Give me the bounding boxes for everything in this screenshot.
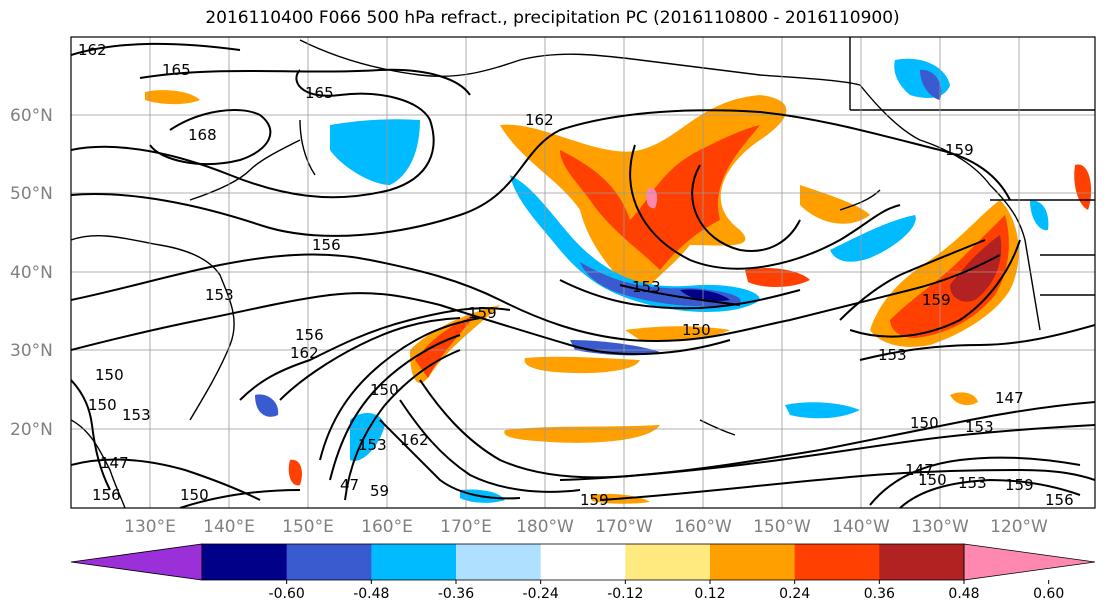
graticule	[71, 37, 1095, 508]
colorbar-frame	[201, 543, 965, 581]
colorbar-tick-label: 0.24	[779, 586, 810, 601]
lat-label: 60°N	[10, 106, 53, 126]
precip-negative-region	[830, 215, 916, 262]
contour-label: 159	[945, 141, 974, 159]
lon-label: 160°E	[361, 517, 413, 537]
contour-label: 153	[205, 286, 234, 304]
lat-label: 30°N	[10, 341, 53, 361]
contour-label: 147	[995, 389, 1024, 407]
refractivity-contours	[71, 42, 1095, 508]
contour-label: 168	[188, 126, 217, 144]
colorbar-swatch	[286, 544, 372, 580]
contour-label: 47	[340, 476, 359, 494]
contour-label: 150	[88, 396, 117, 414]
colorbar-extend-min	[70, 543, 203, 581]
lat-label: 40°N	[10, 263, 53, 283]
colorbar-swatch	[625, 544, 711, 580]
contour-label: 156	[92, 486, 121, 504]
colorbar-tick-label: -0.12	[607, 586, 643, 601]
colorbar: -0.60 -0.48 -0.36 -0.24 -0.12 0.12 0.24 0.36 0.4…	[70, 543, 1096, 601]
colorbar-tick-label: 0.60	[1033, 586, 1064, 601]
contour-label: 150	[370, 381, 399, 399]
colorbar-swatch	[540, 544, 626, 580]
contour-label: 153	[122, 406, 151, 424]
contour-label: 165	[305, 84, 334, 102]
colorbar-swatch	[879, 544, 965, 580]
precip-strong-region	[560, 125, 760, 270]
colorbar-tick-label: 0.48	[948, 586, 979, 601]
contour-label: 153	[958, 474, 987, 492]
map-panel: 162 165 165 168 162 159 156 153 156 162 …	[71, 37, 1095, 509]
contour-label: 150	[95, 366, 124, 384]
lon-label: 150°E	[282, 517, 334, 537]
contour-label: 159	[922, 291, 951, 309]
precip-strong-region	[890, 215, 1009, 338]
lon-label: 170°W	[595, 517, 653, 537]
map-title: 2016110400 F066 500 hPa refract., precip…	[205, 8, 900, 28]
colorbar-swatch	[202, 544, 288, 580]
lon-label: 160°W	[674, 517, 732, 537]
contour-label: 165	[162, 61, 191, 79]
contour-label: 153	[358, 436, 387, 454]
lon-label: 130°W	[911, 517, 969, 537]
longitude-labels: 130°E 140°E 150°E 160°E 170°E 180°W 170°…	[124, 517, 1048, 537]
contour-label: 147	[100, 454, 129, 472]
contour-label: 59	[370, 482, 389, 500]
lon-label: 170°E	[440, 517, 492, 537]
lat-label: 50°N	[10, 184, 53, 204]
colorbar-swatch	[456, 544, 542, 580]
lon-label: 130°E	[124, 517, 176, 537]
contour-label: 150	[910, 414, 939, 432]
colorbar-tick-label: -0.36	[438, 586, 474, 601]
contour-label: 156	[295, 326, 324, 344]
contour-label: 162	[400, 431, 429, 449]
contour-label: 156	[312, 236, 341, 254]
lon-label: 140°W	[832, 517, 890, 537]
colorbar-extend-max	[963, 543, 1096, 581]
contour-label: 150	[180, 486, 209, 504]
coastlines	[71, 37, 1095, 508]
colorbar-tick-label: 0.12	[694, 586, 725, 601]
colorbar-swatch	[794, 544, 880, 580]
lon-label: 140°E	[203, 517, 255, 537]
lon-label: 150°W	[753, 517, 811, 537]
contour-label: 153	[965, 418, 994, 436]
contour-label: 156	[1045, 491, 1074, 509]
colorbar-swatch	[371, 544, 457, 580]
colorbar-tick-label: -0.60	[269, 586, 305, 601]
contour-label: 150	[682, 321, 711, 339]
colorbar-tick-label: -0.24	[523, 586, 559, 601]
contour-label: 147	[905, 461, 934, 479]
lon-label: 180°W	[516, 517, 574, 537]
contour-label: 153	[632, 278, 661, 296]
lat-label: 20°N	[10, 420, 53, 440]
contour-label: 153	[878, 346, 907, 364]
colorbar-tick-label: -0.48	[353, 586, 389, 601]
colorbar-swatch	[710, 544, 796, 580]
contour-label: 162	[78, 41, 107, 59]
contour-label: 162	[525, 111, 554, 129]
map-frame	[70, 36, 1096, 509]
contour-label: 159	[580, 491, 609, 509]
contour-labels: 162 165 165 168 162 159 156 153 156 162 …	[78, 41, 1074, 509]
contour-label: 159	[468, 304, 497, 322]
contour-label: 150	[918, 471, 947, 489]
colorbar-tick-label: 0.36	[864, 586, 895, 601]
contour-label: 159	[1005, 476, 1034, 494]
lon-label: 120°W	[990, 517, 1048, 537]
latitude-labels: 60°N 50°N 40°N 30°N 20°N	[10, 106, 53, 440]
contour-label: 162	[290, 344, 319, 362]
